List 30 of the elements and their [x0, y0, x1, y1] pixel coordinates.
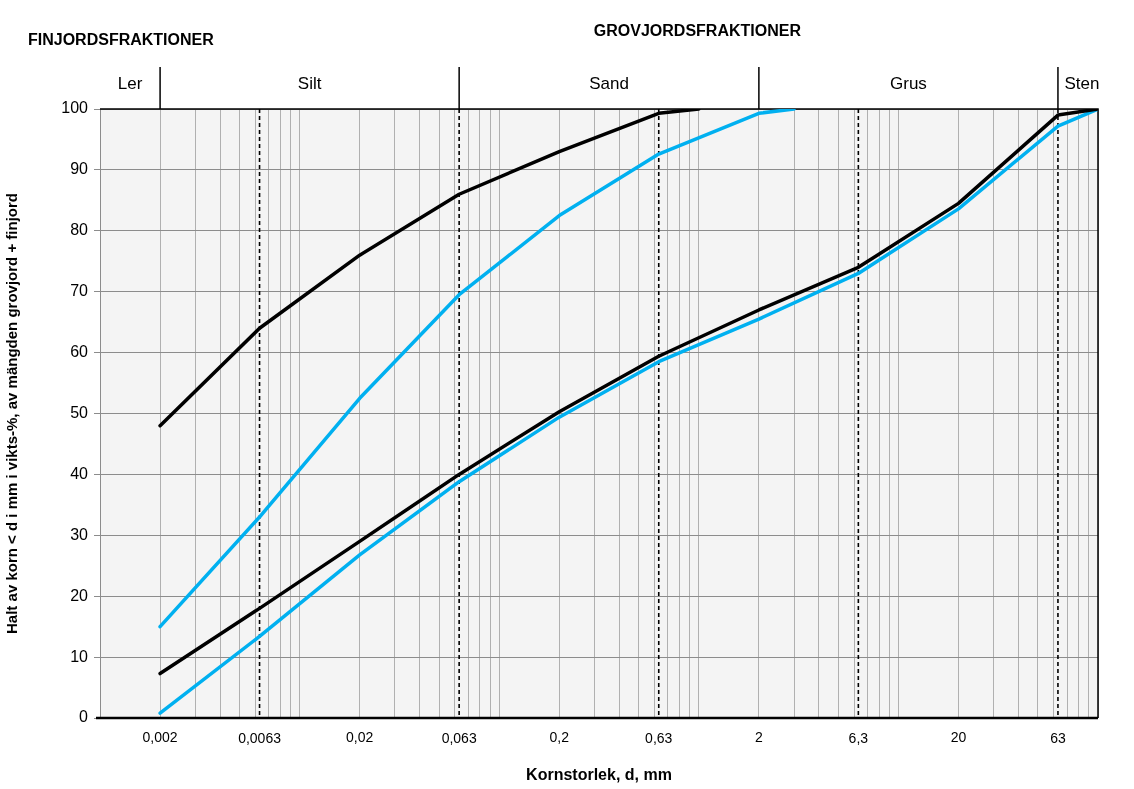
- y-tick-label: 0: [79, 708, 89, 726]
- ref-line-label: 0,0063: [238, 729, 282, 746]
- x-axis-title: Kornstorlek, d, mm: [526, 765, 672, 783]
- ref-line-label: 0,063: [441, 729, 477, 746]
- ref-line-label: 63: [1050, 729, 1066, 746]
- x-tick-label: 2: [754, 729, 763, 746]
- text: GROVJORDSFRAKTIONER: [593, 22, 802, 40]
- y-tick-label: 50: [70, 403, 89, 421]
- ref-line-label: 6,3: [848, 729, 869, 746]
- y-axis-title: Halt av korn < d i mm i vikts-%, av mängden grovjord + finjord: [3, 193, 21, 634]
- band-label: Silt: [297, 73, 322, 93]
- band-label: Grus: [890, 73, 927, 93]
- y-tick-label: 100: [61, 99, 89, 117]
- x-tick-label: 0,002: [142, 729, 178, 746]
- y-tick-label: 70: [70, 282, 89, 300]
- y-tick-label: 80: [70, 221, 89, 239]
- y-tick-label: 10: [70, 647, 89, 665]
- x-tick-label: 0,02: [346, 729, 374, 746]
- band-label: Sand: [589, 73, 629, 93]
- band-label: Sten: [1064, 73, 1100, 93]
- y-tick-label: 60: [70, 343, 89, 361]
- ref-line-label: 0,63: [645, 729, 673, 746]
- x-tick-label: 20: [950, 729, 967, 746]
- y-tick-label: 40: [70, 464, 89, 482]
- y-tick-label: 20: [70, 586, 89, 604]
- band-label: Ler: [117, 73, 143, 93]
- y-tick-label: 90: [70, 160, 89, 178]
- x-tick-label: 0,2: [549, 729, 570, 746]
- text: FINJORDSFRAKTIONER: [28, 31, 215, 49]
- y-tick-label: 30: [70, 525, 89, 543]
